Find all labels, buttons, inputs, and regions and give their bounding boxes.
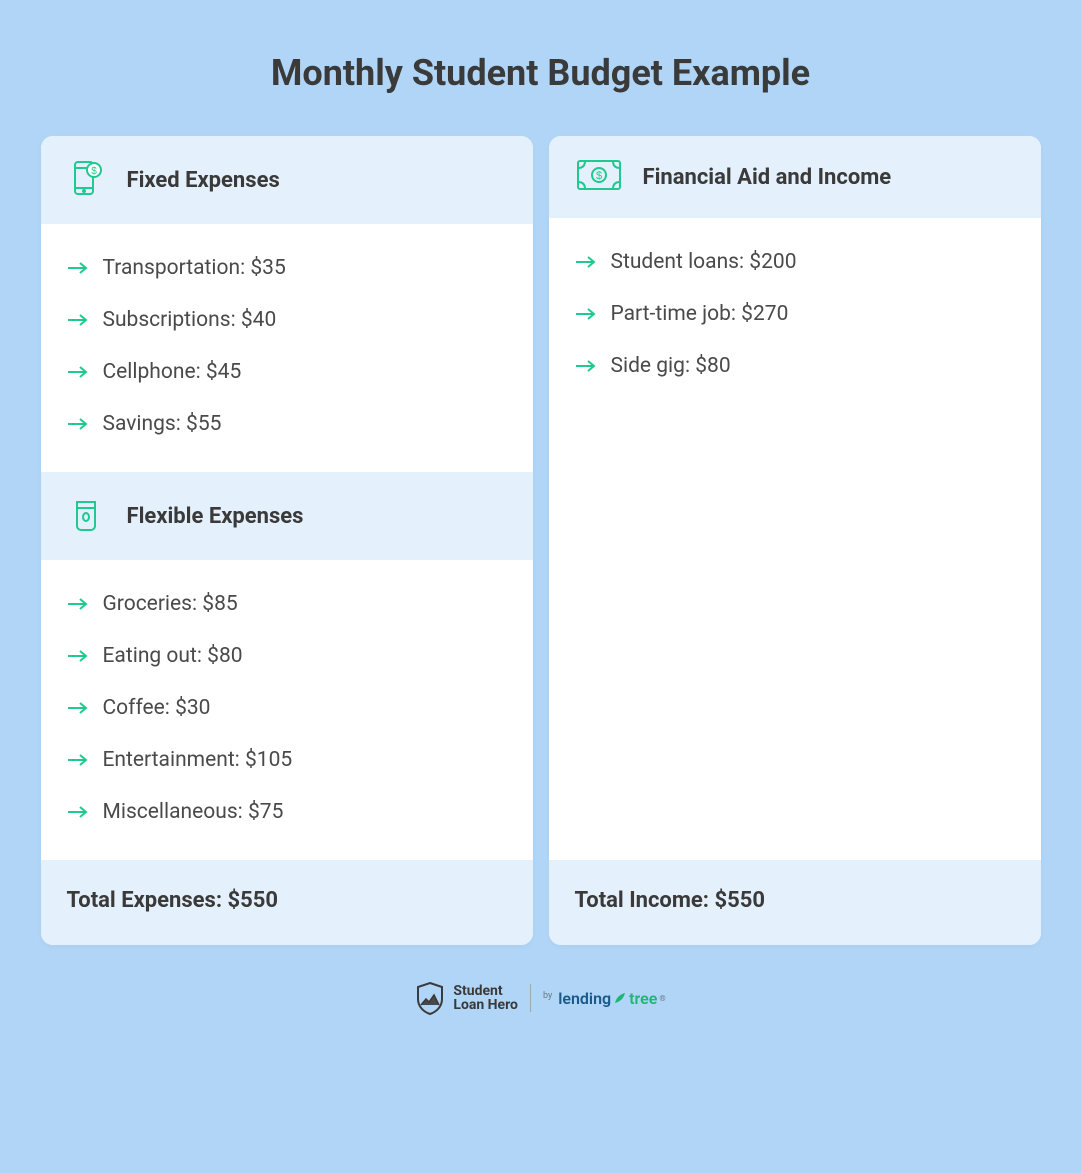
income-header: $ Financial Aid and Income bbox=[549, 136, 1041, 218]
logo-text-line1: Student bbox=[453, 984, 518, 998]
fixed-expenses-list: Transportation: $35 Subscriptions: $40 C… bbox=[41, 224, 533, 472]
footer-logos: Student Loan Hero by lending tree ® bbox=[415, 981, 665, 1015]
section-title: Flexible Expenses bbox=[127, 504, 304, 529]
coffee-cup-icon bbox=[67, 494, 107, 538]
tree-text: tree bbox=[629, 989, 657, 1008]
arrow-icon bbox=[575, 303, 597, 325]
arrow-icon bbox=[67, 413, 89, 435]
arrow-icon bbox=[67, 593, 89, 615]
item-text: Miscellaneous: $75 bbox=[103, 800, 284, 824]
item-text: Savings: $55 bbox=[103, 412, 222, 436]
item-text: Student loans: $200 bbox=[611, 250, 797, 274]
income-total: Total Income: $550 bbox=[549, 860, 1041, 945]
list-item: Eating out: $80 bbox=[67, 630, 507, 682]
columns-wrapper: $ Fixed Expenses Transportation: $35 Sub… bbox=[41, 136, 1041, 945]
arrow-icon bbox=[67, 801, 89, 823]
dollar-bill-icon: $ bbox=[575, 158, 623, 196]
list-item: Side gig: $80 bbox=[575, 340, 1015, 392]
item-text: Cellphone: $45 bbox=[103, 360, 242, 384]
lending-text: lending bbox=[558, 989, 611, 1008]
list-item: Entertainment: $105 bbox=[67, 734, 507, 786]
list-item: Miscellaneous: $75 bbox=[67, 786, 507, 838]
expenses-card: $ Fixed Expenses Transportation: $35 Sub… bbox=[41, 136, 533, 945]
item-text: Eating out: $80 bbox=[103, 644, 243, 668]
item-text: Side gig: $80 bbox=[611, 354, 731, 378]
list-item: Cellphone: $45 bbox=[67, 346, 507, 398]
logo-divider bbox=[530, 984, 531, 1012]
arrow-icon bbox=[67, 697, 89, 719]
svg-text:$: $ bbox=[595, 170, 601, 182]
page-title: Monthly Student Budget Example bbox=[271, 52, 810, 94]
list-item: Savings: $55 bbox=[67, 398, 507, 450]
item-text: Coffee: $30 bbox=[103, 696, 211, 720]
income-card: $ Financial Aid and Income Student loans… bbox=[549, 136, 1041, 945]
by-text: by bbox=[543, 991, 552, 1001]
list-item: Transportation: $35 bbox=[67, 242, 507, 294]
student-loan-hero-logo: Student Loan Hero bbox=[415, 981, 518, 1015]
leaf-icon bbox=[613, 991, 627, 1005]
item-text: Part-time job: $270 bbox=[611, 302, 789, 326]
flexible-expenses-list: Groceries: $85 Eating out: $80 Coffee: $… bbox=[41, 560, 533, 860]
arrow-icon bbox=[67, 361, 89, 383]
fixed-expenses-header: $ Fixed Expenses bbox=[41, 136, 533, 224]
item-text: Subscriptions: $40 bbox=[103, 308, 277, 332]
svg-text:$: $ bbox=[91, 166, 97, 177]
list-item: Subscriptions: $40 bbox=[67, 294, 507, 346]
arrow-icon bbox=[67, 309, 89, 331]
item-text: Groceries: $85 bbox=[103, 592, 238, 616]
arrow-icon bbox=[67, 257, 89, 279]
section-title: Fixed Expenses bbox=[127, 168, 280, 193]
flexible-expenses-header: Flexible Expenses bbox=[41, 472, 533, 560]
phone-dollar-icon: $ bbox=[67, 158, 107, 202]
lendingtree-logo: by lending tree ® bbox=[543, 989, 666, 1008]
logo-text-line2: Loan Hero bbox=[453, 998, 518, 1012]
income-list: Student loans: $200 Part-time job: $270 … bbox=[549, 218, 1041, 414]
item-text: Transportation: $35 bbox=[103, 256, 286, 280]
shield-icon bbox=[415, 981, 445, 1015]
list-item: Part-time job: $270 bbox=[575, 288, 1015, 340]
expenses-total: Total Expenses: $550 bbox=[41, 860, 533, 945]
arrow-icon bbox=[67, 645, 89, 667]
registered-mark: ® bbox=[659, 994, 665, 1003]
arrow-icon bbox=[67, 749, 89, 771]
item-text: Entertainment: $105 bbox=[103, 748, 293, 772]
list-item: Student loans: $200 bbox=[575, 236, 1015, 288]
list-item: Groceries: $85 bbox=[67, 578, 507, 630]
list-item: Coffee: $30 bbox=[67, 682, 507, 734]
arrow-icon bbox=[575, 251, 597, 273]
section-title: Financial Aid and Income bbox=[643, 165, 892, 190]
arrow-icon bbox=[575, 355, 597, 377]
